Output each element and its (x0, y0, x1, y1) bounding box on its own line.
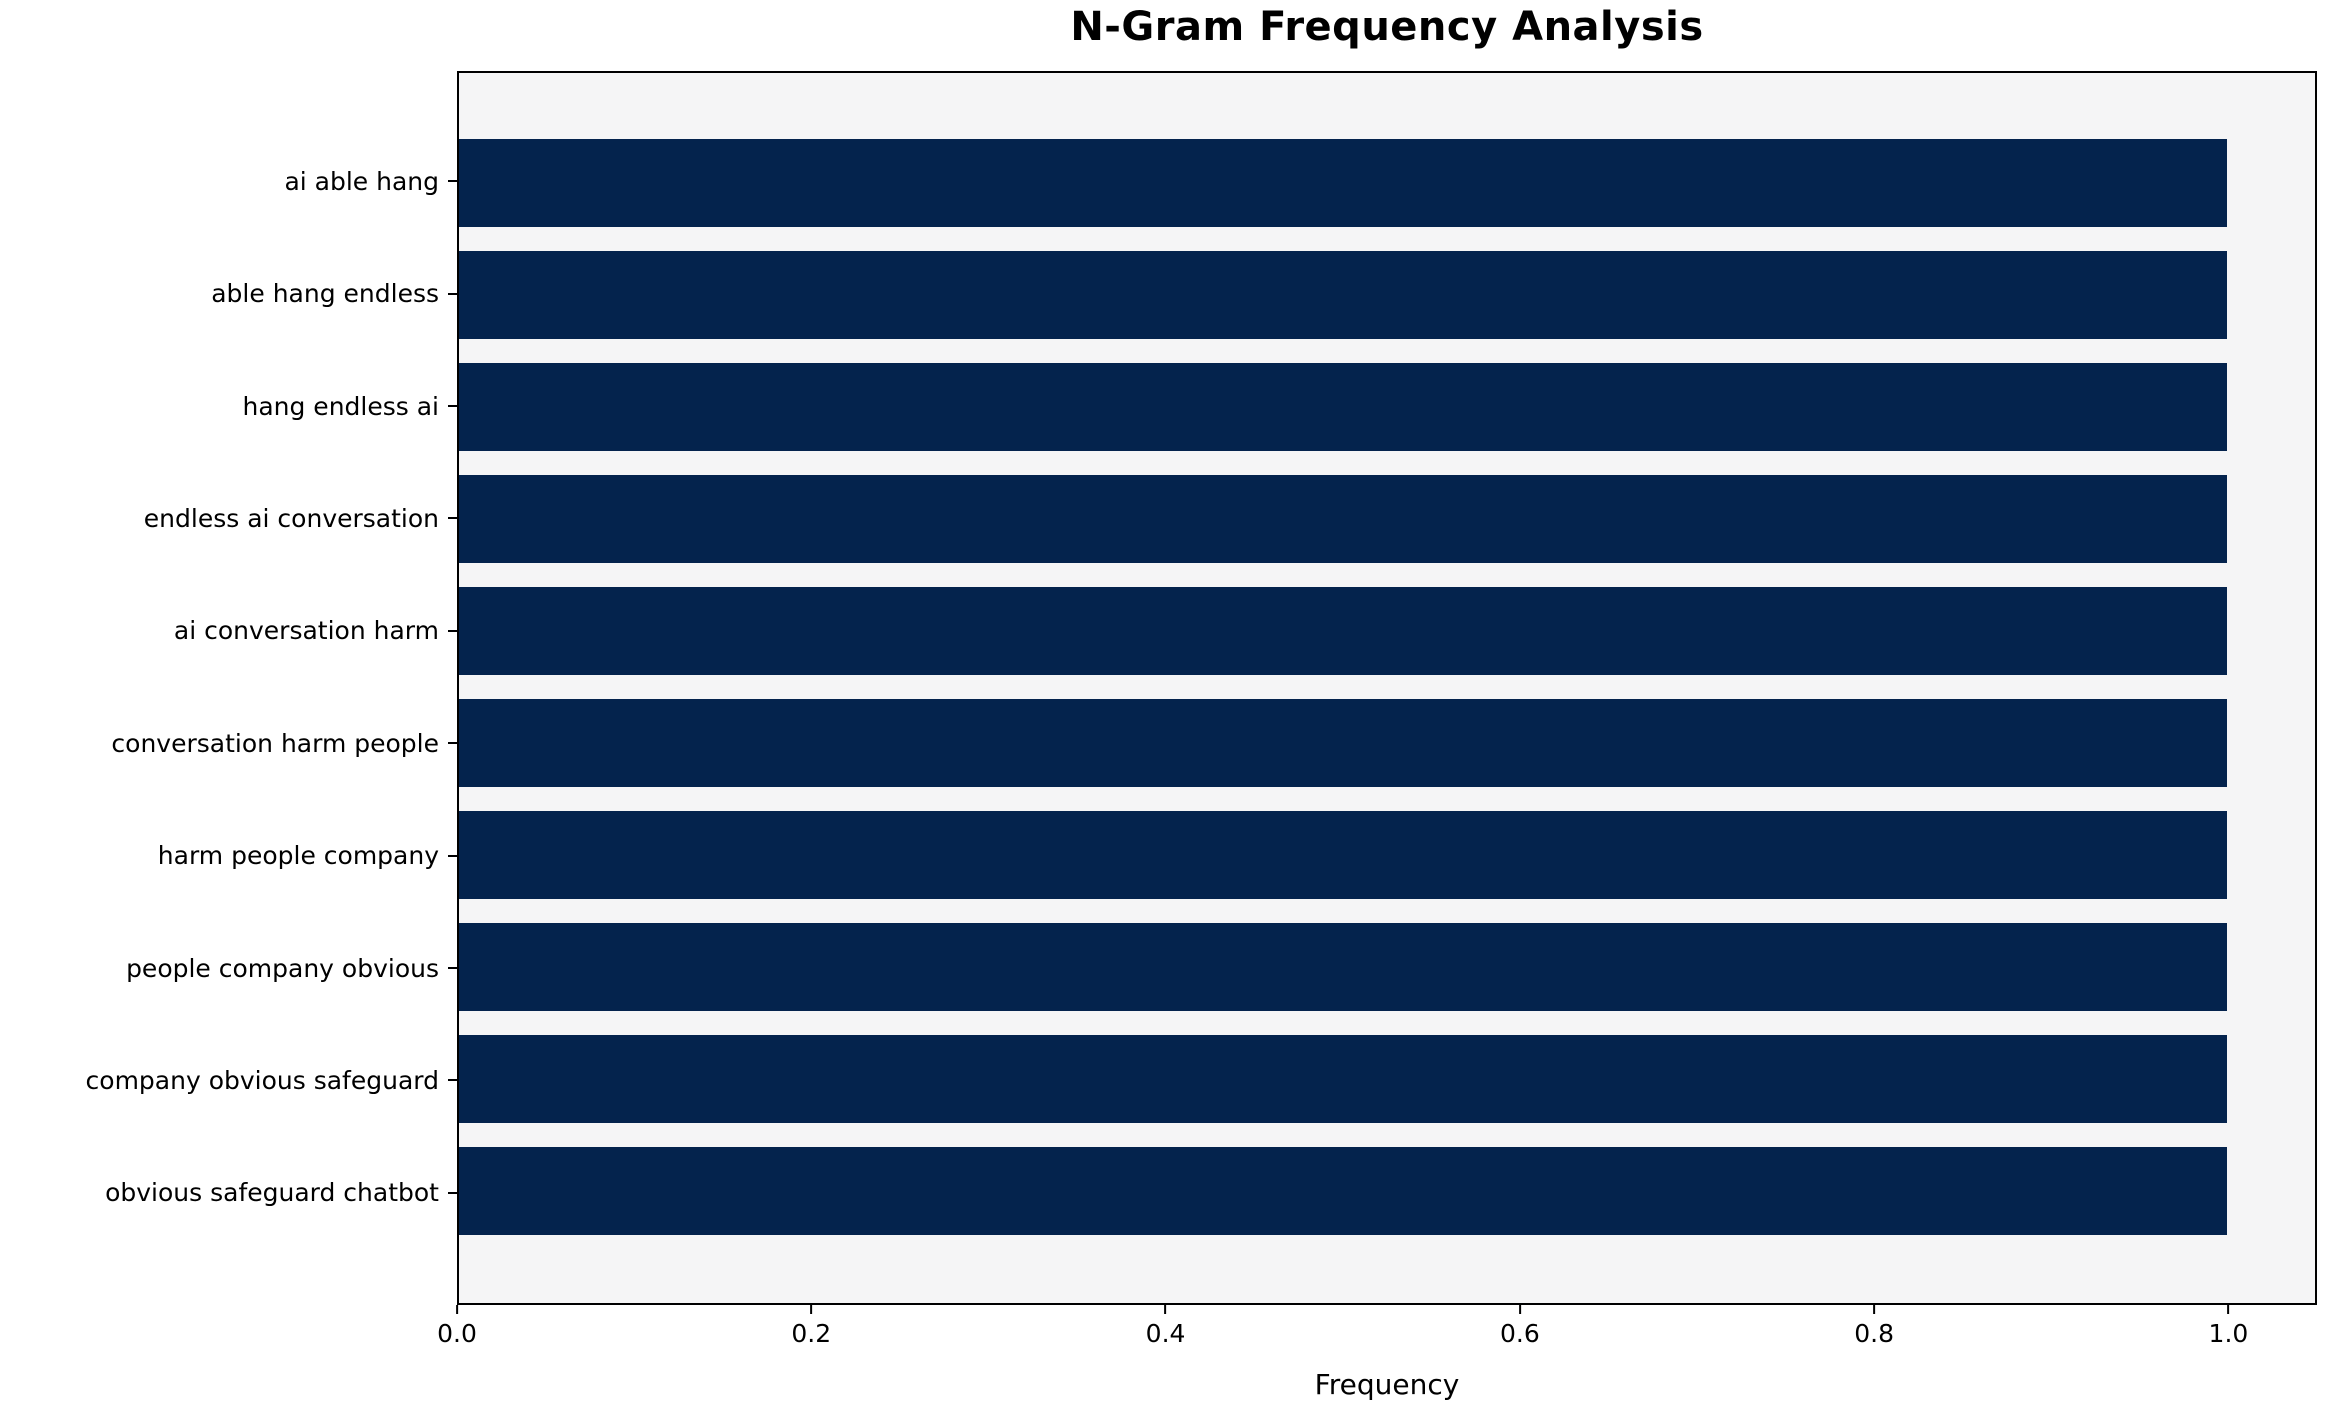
x-tick-label: 0.0 (437, 1319, 477, 1348)
y-tick-mark (448, 629, 457, 632)
bar-row (459, 687, 2315, 799)
y-tick-mark (448, 742, 457, 745)
y-tick-mark (448, 517, 457, 520)
bar-row (459, 911, 2315, 1023)
x-tick-label: 0.8 (1854, 1319, 1895, 1348)
y-tick-mark (448, 1079, 457, 1082)
plot-area (457, 71, 2317, 1305)
y-label-row: ai conversation harm (0, 575, 457, 687)
y-label-row: hang endless ai (0, 350, 457, 462)
y-axis-labels: ai able hang able hang endless hang endles… (0, 71, 457, 1305)
y-tick-mark (448, 854, 457, 857)
x-axis-ticks: 0.0 0.2 0.4 0.6 0.8 1.0 (437, 1305, 2317, 1365)
bar-row (459, 127, 2315, 239)
y-label-row: able hang endless (0, 237, 457, 349)
x-tick-mark (810, 1305, 813, 1314)
y-tick-mark (448, 1191, 457, 1194)
chart-title: N-Gram Frequency Analysis (1070, 4, 1704, 50)
y-axis-category-label: harm people company (157, 841, 439, 871)
x-tick-group: 0.4 (1145, 1305, 1186, 1348)
frequency-bar (459, 474, 2227, 564)
frequency-bar (459, 138, 2227, 228)
bar-row (459, 351, 2315, 463)
y-label-row: endless ai conversation (0, 462, 457, 574)
x-tick-mark (1873, 1305, 1876, 1314)
x-axis-title: Frequency (1314, 1368, 1460, 1401)
y-label-row: conversation harm people (0, 687, 457, 799)
frequency-bar (459, 810, 2227, 900)
y-axis-category-label: people company obvious (126, 953, 439, 983)
y-tick-mark (448, 180, 457, 183)
bar-row (459, 239, 2315, 351)
x-tick-group: 0.8 (1854, 1305, 1894, 1346)
bar-row (459, 1023, 2315, 1135)
x-tick-group: 0.6 (1500, 1305, 1540, 1346)
x-tick-mark (1164, 1305, 1167, 1314)
y-tick-mark (448, 967, 457, 970)
y-label-row: people company obvious (0, 912, 457, 1024)
y-axis-category-label: obvious safeguard chatbot (105, 1178, 439, 1208)
y-axis-category-label: conversation harm people (111, 728, 439, 758)
x-tick-label: 0.4 (1145, 1319, 1186, 1348)
x-tick-mark (1518, 1305, 1521, 1314)
y-label-row: obvious safeguard chatbot (0, 1137, 457, 1249)
x-tick-group: 0.2 (791, 1305, 831, 1346)
x-tick-mark (455, 1305, 458, 1314)
bar-row (459, 463, 2315, 575)
frequency-bar (459, 1146, 2227, 1236)
y-tick-mark (448, 405, 457, 408)
frequency-bar (459, 922, 2227, 1012)
y-label-row: harm people company (0, 799, 457, 911)
x-tick-group: 0.0 (437, 1305, 477, 1346)
bar-row (459, 1135, 2315, 1247)
y-axis-category-label: able hang endless (211, 279, 439, 309)
x-tick-group: 1.0 (2208, 1305, 2249, 1348)
frequency-bar (459, 250, 2227, 340)
frequency-bar (459, 698, 2227, 788)
bar-row (459, 575, 2315, 687)
y-label-row: company obvious safeguard (0, 1024, 457, 1136)
y-label-row: ai able hang (0, 125, 457, 237)
x-tick-label: 1.0 (2208, 1319, 2249, 1348)
x-tick-mark (2227, 1305, 2230, 1314)
y-axis-category-label: company obvious safeguard (85, 1065, 439, 1095)
y-axis-category-label: endless ai conversation (143, 503, 439, 533)
bar-row (459, 799, 2315, 911)
frequency-bar (459, 586, 2227, 676)
y-tick-mark (448, 292, 457, 295)
frequency-bar (459, 362, 2227, 452)
bars-container (459, 73, 2315, 1303)
x-tick-label: 0.6 (1499, 1319, 1540, 1348)
frequency-bar (459, 1034, 2227, 1124)
y-axis-category-label: hang endless ai (242, 391, 439, 421)
y-axis-category-label: ai able hang (284, 166, 439, 196)
x-tick-label: 0.2 (791, 1319, 832, 1348)
y-axis-category-label: ai conversation harm (173, 616, 439, 646)
